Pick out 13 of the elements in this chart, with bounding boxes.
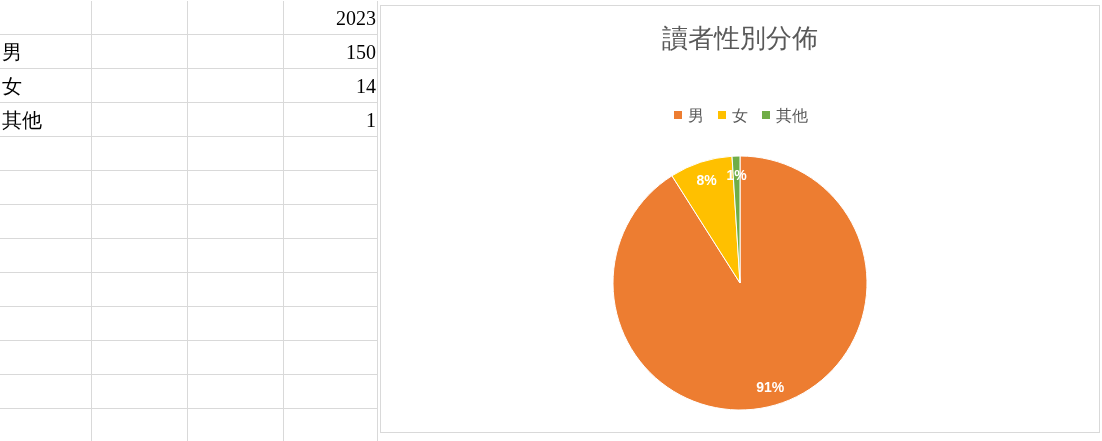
text: 14 (286, 69, 376, 103)
category-label: 男 (2, 41, 22, 63)
category-label: 女 (2, 75, 22, 97)
legend-label: 男 (688, 106, 704, 124)
text: 150 (286, 35, 376, 69)
text: 2023 (286, 1, 376, 35)
category-label: 其他 (2, 109, 42, 131)
legend-label: 女 (732, 106, 748, 124)
data-label: 8% (696, 171, 718, 188)
data-label: 91% (756, 379, 785, 396)
chart-title: 讀者性別分佈 (662, 23, 818, 53)
text: 1 (286, 103, 376, 137)
legend-label: 其他 (776, 106, 808, 124)
